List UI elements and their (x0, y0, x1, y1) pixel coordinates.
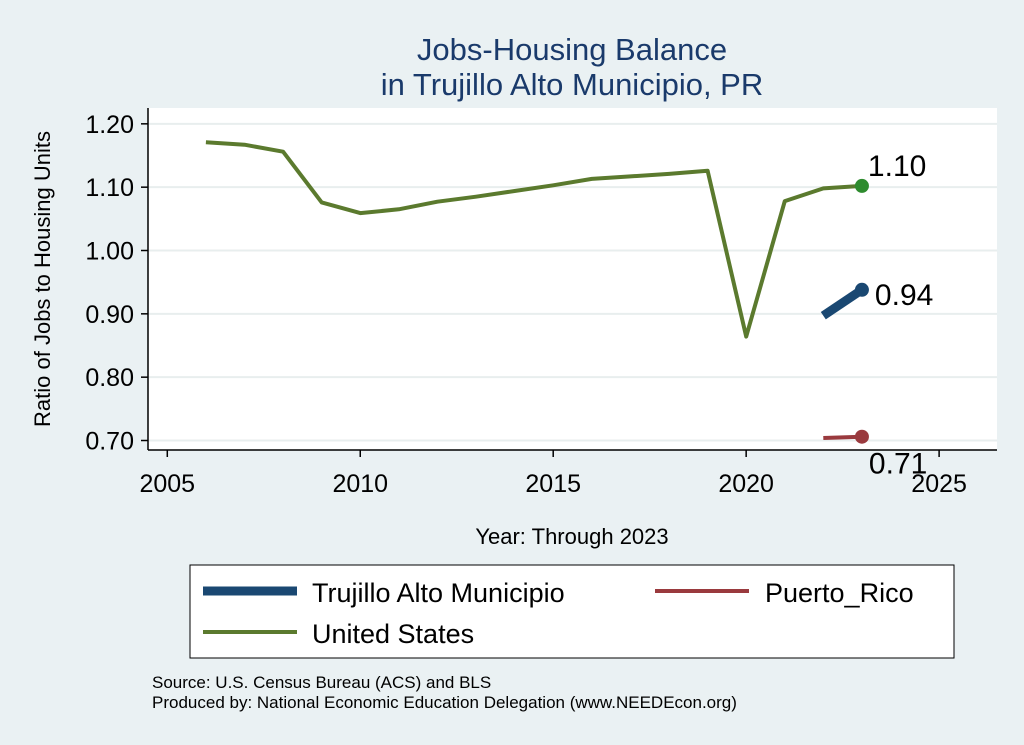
y-tick-label: 0.90 (85, 301, 134, 329)
x-tick-label: 2010 (332, 470, 388, 498)
legend-box (189, 564, 955, 659)
series-line-us (205, 140, 863, 339)
series-group (205, 140, 869, 444)
gridlines (148, 122, 997, 442)
series-end-point-us (854, 178, 869, 193)
chart-title-line-1: Jobs-Housing Balance (417, 32, 727, 67)
series-end-point-trujillo (854, 282, 869, 297)
x-axis-label: Year: Through 2023 (475, 524, 668, 549)
data-label-pr: 0.71 (869, 448, 927, 481)
x-tick-label: 2015 (525, 470, 581, 498)
end-labels: 1.10 0.94 0.71 (868, 150, 933, 481)
chart-title-line-2: in Trujillo Alto Municipio, PR (381, 67, 764, 102)
data-label-us: 1.10 (868, 150, 926, 183)
series-end-point-pr (854, 429, 869, 444)
legend: Trujillo Alto Municipio Puerto_Rico Unit… (189, 564, 955, 659)
x-tick-label: 2005 (139, 470, 195, 498)
data-label-trujillo: 0.94 (875, 279, 933, 312)
legend-label-trujillo: Trujillo Alto Municipio (312, 578, 565, 608)
producer-note: Produced by: National Economic Education… (152, 693, 737, 712)
y-axis-label: Ratio of Jobs to Housing Units (30, 131, 55, 427)
y-tick-label: 0.70 (85, 428, 134, 456)
y-tick-label: 1.00 (85, 238, 134, 266)
x-tick-label: 2020 (718, 470, 774, 498)
y-tick-label: 1.10 (85, 174, 134, 202)
legend-label-united-states: United States (312, 619, 474, 649)
y-tick-label: 1.20 (85, 111, 134, 139)
y-tick-label: 0.80 (85, 364, 134, 392)
axes: 0.70 0.80 0.90 1.00 1.10 1.20 2005 2010 2015 2020… (85, 108, 997, 498)
x-tick-label: 2025 (911, 470, 967, 498)
source-note: Source: U.S. Census Bureau (ACS) and BLS (152, 673, 491, 692)
plot-area (148, 108, 997, 450)
series-line-trujillo (820, 286, 865, 320)
legend-label-puerto-rico: Puerto_Rico (765, 578, 914, 608)
